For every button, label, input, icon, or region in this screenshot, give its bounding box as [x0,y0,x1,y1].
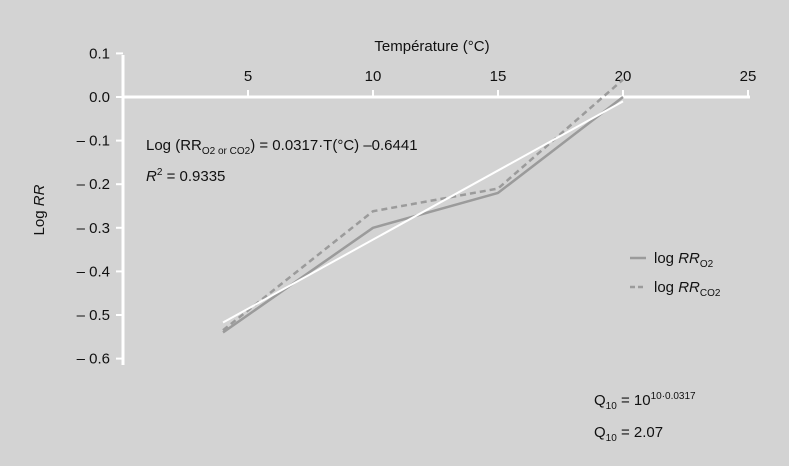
y-tick-label: – 0.2 [77,176,110,193]
series-line-co2 [222,78,624,332]
x-tick-label: 5 [244,68,252,85]
y-axis-title: Log RR [31,184,48,235]
x-axis-title: Température (°C) [374,38,489,55]
y-tick-label: – 0.3 [77,220,110,237]
x-tick-label: 25 [740,68,757,85]
x-tick-label: 15 [490,68,507,85]
legend-label-co2: log RRCO2 [654,279,721,299]
regression-fit-line [222,100,624,324]
y-tick-label: 0.1 [89,45,110,62]
x-tick-label: 10 [365,68,382,85]
y-tick-label: – 0.1 [77,133,110,150]
y-tick-label: – 0.6 [77,351,110,368]
q10-value: Q10 = 2.07 [594,424,663,444]
x-tick-label: 20 [615,68,632,85]
legend-label-o2: log RRO2 [654,250,714,270]
regression-equation: Log (RRO2 or CO2) = 0.0317·T(°C) –0.6441 [146,137,418,157]
r-squared-label: R2 = 0.9335 [146,167,225,185]
y-tick-label: 0.0 [89,89,110,106]
x-ticks: 5 10 15 20 25 [244,68,757,97]
y-ticks: 0.1 0.0 – 0.1 – 0.2 – 0.3 – 0.4 – 0.5 – 0.6 [77,45,123,368]
axes [121,55,750,365]
series-layer [222,78,624,334]
legend: log RRO2 log RRCO2 [630,250,721,299]
y-tick-label: – 0.4 [77,263,110,280]
q10-formula: Q10 = 1010·0.0317 [594,391,696,412]
y-tick-label: – 0.5 [77,307,110,324]
